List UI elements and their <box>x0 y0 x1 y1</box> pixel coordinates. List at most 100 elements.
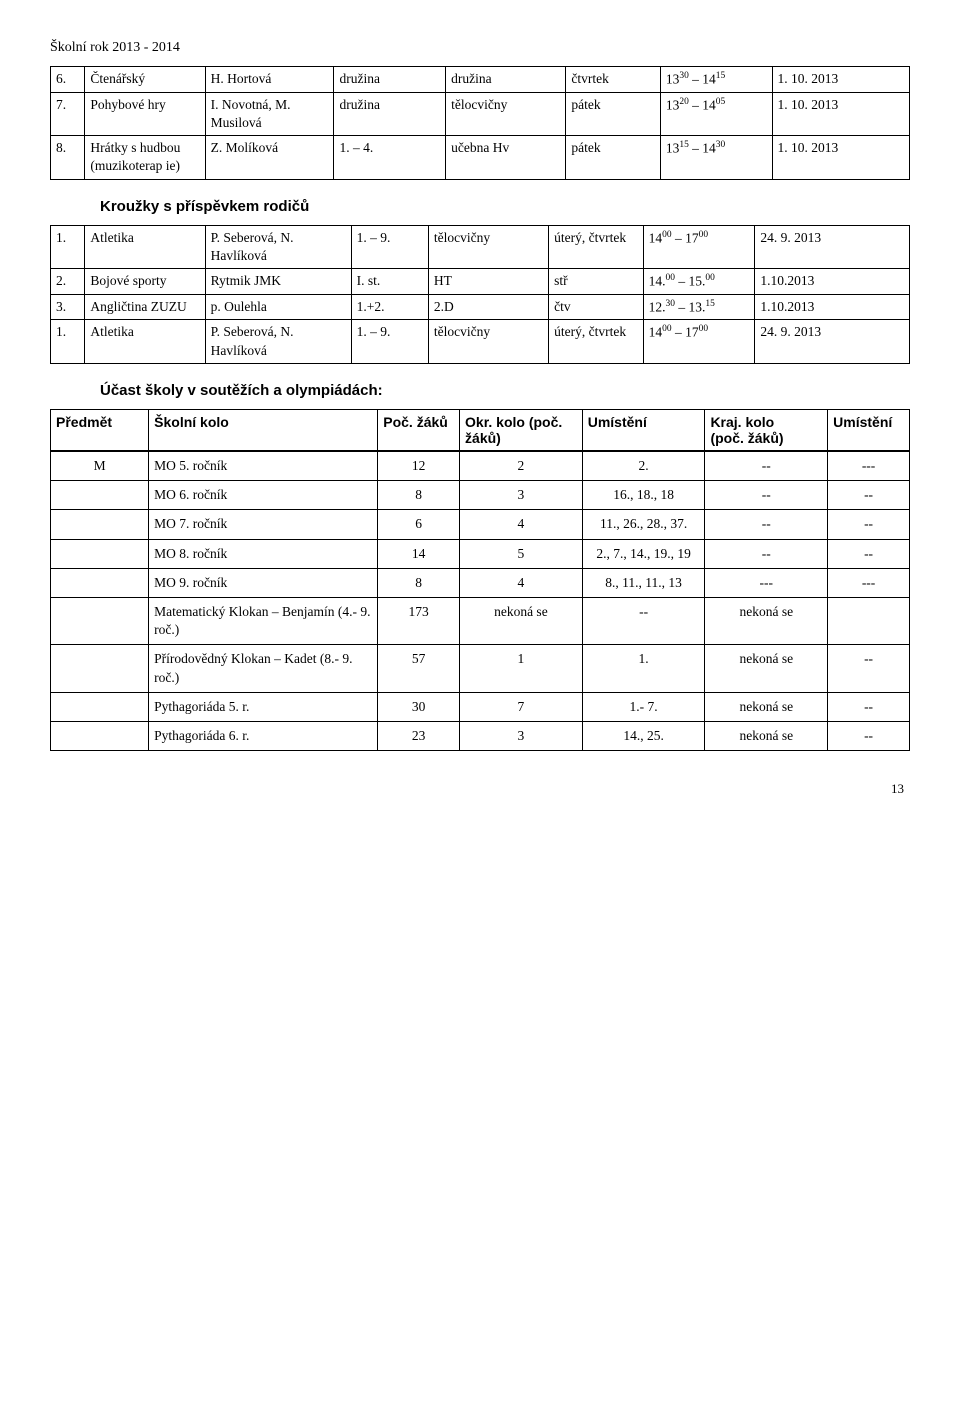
table-cell: 3 <box>460 722 583 751</box>
table-cell: -- <box>828 692 910 721</box>
table-row: 1.AtletikaP. Seberová, N. Havlíková1. – … <box>51 320 910 363</box>
table-cell: -- <box>705 510 828 539</box>
table-cell: 14., 25. <box>582 722 705 751</box>
table-row: 1.AtletikaP. Seberová, N. Havlíková1. – … <box>51 225 910 268</box>
table-row: MO 9. ročník848., 11., 11., 13------ <box>51 568 910 597</box>
table-cell: 2., 7., 14., 19., 19 <box>582 539 705 568</box>
table-cell: P. Seberová, N. Havlíková <box>205 225 351 268</box>
table-cell: 3. <box>51 294 85 320</box>
table-cell: --- <box>705 568 828 597</box>
table-cell: 23 <box>378 722 460 751</box>
table-cell: 1. 10. 2013 <box>772 136 910 179</box>
table-cell: 1400 – 1700 <box>643 320 755 363</box>
table-cell: -- <box>828 722 910 751</box>
table-cell: --- <box>828 451 910 481</box>
th-okr: Okr. kolo (poč. žáků) <box>460 409 583 451</box>
table-cell: 1.- 7. <box>582 692 705 721</box>
activities-table: 6.ČtenářskýH. Hortovádružinadružinačtvrt… <box>50 66 910 180</box>
table-cell: 1400 – 1700 <box>643 225 755 268</box>
table-cell: 6. <box>51 67 85 93</box>
th-um1: Umístění <box>582 409 705 451</box>
table-row: MO 7. ročník6411., 26., 28., 37.---- <box>51 510 910 539</box>
table-cell: 1. – 9. <box>351 320 428 363</box>
table-cell: MO 8. ročník <box>149 539 378 568</box>
table-cell: Pythagoriáda 6. r. <box>149 722 378 751</box>
table-cell: 1330 – 1415 <box>660 67 772 93</box>
th-predmet: Předmět <box>51 409 149 451</box>
table-cell: Pythagoriáda 5. r. <box>149 692 378 721</box>
table-cell: 1 <box>460 645 583 692</box>
table-cell: 6 <box>378 510 460 539</box>
table-cell: -- <box>828 539 910 568</box>
table-cell: Přírodovědný Klokan – Kadet (8.- 9. roč.… <box>149 645 378 692</box>
table-cell: nekoná se <box>705 692 828 721</box>
section-title-1: Kroužky s příspěvkem rodičů <box>100 198 910 215</box>
table-cell: nekoná se <box>705 598 828 645</box>
table-cell: 24. 9. 2013 <box>755 225 910 268</box>
table-row: MMO 5. ročník1222.----- <box>51 451 910 481</box>
table-cell: družina <box>334 92 446 135</box>
table-cell: -- <box>828 645 910 692</box>
table-cell: 30 <box>378 692 460 721</box>
th-kraj: Kraj. kolo (poč. žáků) <box>705 409 828 451</box>
table-cell: úterý, čtvrtek <box>549 320 643 363</box>
table-cell <box>51 598 149 645</box>
table-cell: 14 <box>378 539 460 568</box>
table-cell <box>51 692 149 721</box>
table-cell <box>51 539 149 568</box>
table-cell: I. Novotná, M. Musilová <box>205 92 334 135</box>
table-cell: 8 <box>378 568 460 597</box>
table-cell: 7 <box>460 692 583 721</box>
table-cell: 1. <box>51 320 85 363</box>
table-row: 3.Angličtina ZUZUp. Oulehla1.+2.2.Dčtv12… <box>51 294 910 320</box>
table-cell: družina <box>446 67 566 93</box>
table-cell: 11., 26., 28., 37. <box>582 510 705 539</box>
table-cell: -- <box>582 598 705 645</box>
table-cell: 4 <box>460 510 583 539</box>
table-row: Pythagoriáda 5. r.3071.- 7.nekoná se-- <box>51 692 910 721</box>
table-cell: 1. – 4. <box>334 136 446 179</box>
th-poc: Poč. žáků <box>378 409 460 451</box>
table-cell: I. st. <box>351 269 428 295</box>
table-cell: 1315 – 1430 <box>660 136 772 179</box>
table-cell: M <box>51 451 149 481</box>
table-cell: tělocvičny <box>428 225 548 268</box>
table-cell: čtvrtek <box>566 67 660 93</box>
table-cell: 16., 18., 18 <box>582 481 705 510</box>
table-cell: MO 7. ročník <box>149 510 378 539</box>
section-title-2: Účast školy v soutěžích a olympiádách: <box>100 382 910 399</box>
table-cell: 1.+2. <box>351 294 428 320</box>
table-cell: 1. – 9. <box>351 225 428 268</box>
table-cell <box>51 722 149 751</box>
table-cell: H. Hortová <box>205 67 334 93</box>
table-row: 8.Hrátky s hudbou (muzikoterap ie)Z. Mol… <box>51 136 910 179</box>
table-cell: 8., 11., 11., 13 <box>582 568 705 597</box>
paid-activities-table: 1.AtletikaP. Seberová, N. Havlíková1. – … <box>50 225 910 364</box>
table-cell: p. Oulehla <box>205 294 351 320</box>
table-cell: nekoná se <box>705 722 828 751</box>
th-skolni: Školní kolo <box>149 409 378 451</box>
table-cell: stř <box>549 269 643 295</box>
table-cell: 173 <box>378 598 460 645</box>
table-row: 6.ČtenářskýH. Hortovádružinadružinačtvrt… <box>51 67 910 93</box>
table-cell: 7. <box>51 92 85 135</box>
table-cell: družina <box>334 67 446 93</box>
table-cell: 24. 9. 2013 <box>755 320 910 363</box>
table-cell: 8. <box>51 136 85 179</box>
table-row: Pythagoriáda 6. r.23314., 25.nekoná se-- <box>51 722 910 751</box>
table-cell: 12 <box>378 451 460 481</box>
table-cell: Hrátky s hudbou (muzikoterap ie) <box>85 136 205 179</box>
table-row: Přírodovědný Klokan – Kadet (8.- 9. roč.… <box>51 645 910 692</box>
table-cell: pátek <box>566 92 660 135</box>
table-cell: Rytmik JMK <box>205 269 351 295</box>
table-cell: úterý, čtvrtek <box>549 225 643 268</box>
table-row: 2.Bojové sportyRytmik JMKI. st.HTstř14.0… <box>51 269 910 295</box>
table-cell: -- <box>828 481 910 510</box>
table-cell: --- <box>828 568 910 597</box>
table-cell: MO 9. ročník <box>149 568 378 597</box>
table-cell: 2 <box>460 451 583 481</box>
competitions-table: Předmět Školní kolo Poč. žáků Okr. kolo … <box>50 409 910 751</box>
table-cell <box>51 481 149 510</box>
table-cell: 2.D <box>428 294 548 320</box>
table-cell: Z. Molíková <box>205 136 334 179</box>
